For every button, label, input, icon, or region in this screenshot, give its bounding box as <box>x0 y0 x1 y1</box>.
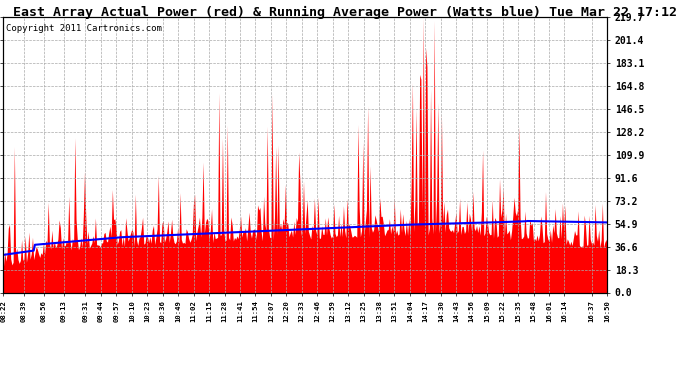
Text: East Array Actual Power (red) & Running Average Power (Watts blue) Tue Mar 22 17: East Array Actual Power (red) & Running … <box>13 6 677 19</box>
Text: Copyright 2011 Cartronics.com: Copyright 2011 Cartronics.com <box>6 24 162 33</box>
